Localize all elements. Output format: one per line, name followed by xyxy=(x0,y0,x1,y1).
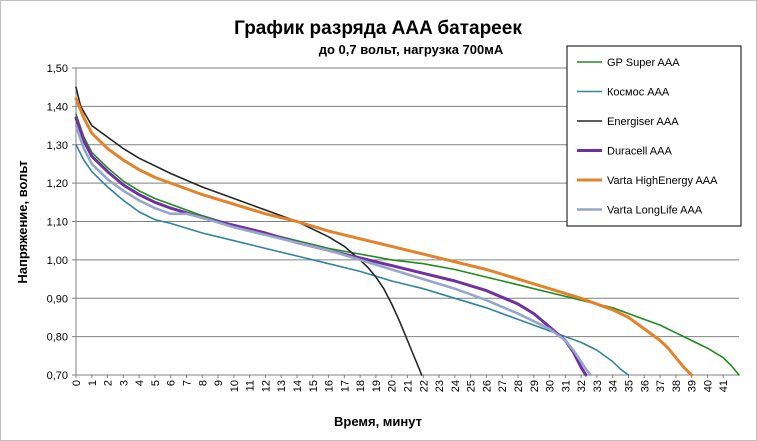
x-tick-label: 40 xyxy=(702,380,714,392)
legend-label-6: Varta LongLife AAA xyxy=(607,205,703,217)
x-tick-label: 17 xyxy=(339,380,351,392)
x-tick-label: 39 xyxy=(687,380,699,392)
x-tick-label: 18 xyxy=(355,380,367,392)
series-lines xyxy=(74,86,740,377)
y-tick-label: 0,70 xyxy=(47,370,68,382)
x-tick-label: 9 xyxy=(213,380,225,386)
x-tick-label: 20 xyxy=(387,380,399,392)
x-tick-label: 28 xyxy=(513,380,525,392)
x-tick-label: 2 xyxy=(103,380,115,386)
x-tick-label: 23 xyxy=(434,380,446,392)
chart-subtitle: до 0,7 вольт, нагрузка 700мА xyxy=(319,42,504,57)
x-axis-label: Время, минут xyxy=(334,414,422,429)
x-tick-label: 35 xyxy=(624,380,636,392)
x-tick-label: 15 xyxy=(308,380,320,392)
y-tick-label: 0,80 xyxy=(47,332,68,344)
x-tick-label: 3 xyxy=(118,380,130,386)
x-tick-label: 38 xyxy=(671,380,683,392)
x-tick-label: 12 xyxy=(260,380,272,392)
x-tick-label: 29 xyxy=(529,380,541,392)
x-tick-label: 7 xyxy=(182,380,194,386)
y-tick-label: 1,40 xyxy=(47,101,68,113)
y-tick-label: 1,00 xyxy=(47,255,68,267)
legend-label-4: Duracell AAA xyxy=(607,146,672,158)
x-tick-label: 34 xyxy=(608,380,620,392)
x-tick-label: 37 xyxy=(655,380,667,392)
x-tick-label: 30 xyxy=(545,380,557,392)
x-tick-label: 19 xyxy=(371,380,383,392)
series-line-6 xyxy=(74,124,592,377)
y-tick-label: 1,10 xyxy=(47,217,68,229)
x-tick-label: 10 xyxy=(229,380,241,392)
y-axis-ticks: 0,70 0,80 0,90 1,00 1,10 1,20 1,30 1,40 1,50 xyxy=(47,63,68,382)
x-tick-label: 24 xyxy=(450,380,462,392)
series-line-1 xyxy=(75,113,740,376)
x-tick-label: 26 xyxy=(481,380,493,392)
x-tick-label: 6 xyxy=(166,380,178,386)
x-axis-ticks: 0 1 2 3 4 5 6 7 8 9 10 11 12 13 14 15 16 17 18 19 20 21 22 23 24… xyxy=(71,375,730,392)
x-tick-label: 32 xyxy=(576,380,588,392)
y-tick-label: 1,30 xyxy=(47,140,68,152)
chart-title: График разряда AAA батареек xyxy=(234,18,522,39)
x-tick-label: 25 xyxy=(466,380,478,392)
y-axis-label: Напряжение, вольт xyxy=(15,160,30,283)
legend-label-1: GP Super AAA xyxy=(607,57,680,69)
legend-label-2: Космос AAA xyxy=(607,87,670,99)
legend: GP Super AAA Космос AAA Energiser AAA Durac… xyxy=(566,45,742,227)
x-tick-label: 21 xyxy=(403,380,415,392)
x-tick-label: 16 xyxy=(324,380,336,392)
y-tick-label: 1,50 xyxy=(47,63,68,75)
x-tick-label: 14 xyxy=(292,380,304,392)
x-tick-label: 8 xyxy=(197,380,209,386)
x-tick-label: 36 xyxy=(639,380,651,392)
legend-label-3: Energiser AAA xyxy=(607,116,679,128)
x-tick-label: 27 xyxy=(497,380,509,392)
x-tick-label: 0 xyxy=(71,380,83,386)
x-tick-label: 11 xyxy=(245,380,257,391)
x-tick-label: 1 xyxy=(87,380,99,386)
series-line-2 xyxy=(75,143,630,376)
x-tick-label: 41 xyxy=(718,380,730,392)
series-line-3 xyxy=(75,86,423,376)
legend-box xyxy=(566,45,742,227)
x-tick-label: 4 xyxy=(134,380,146,386)
y-tick-label: 0,90 xyxy=(47,293,68,305)
x-tick-label: 31 xyxy=(560,380,572,392)
x-tick-label: 5 xyxy=(150,380,162,386)
x-tick-label: 22 xyxy=(418,380,430,392)
series-line-5 xyxy=(74,97,694,377)
x-tick-label: 13 xyxy=(276,380,288,392)
legend-label-5: Varta HighEnergy AAA xyxy=(607,175,718,187)
y-tick-label: 1,20 xyxy=(47,178,68,190)
x-tick-label: 33 xyxy=(592,380,604,392)
